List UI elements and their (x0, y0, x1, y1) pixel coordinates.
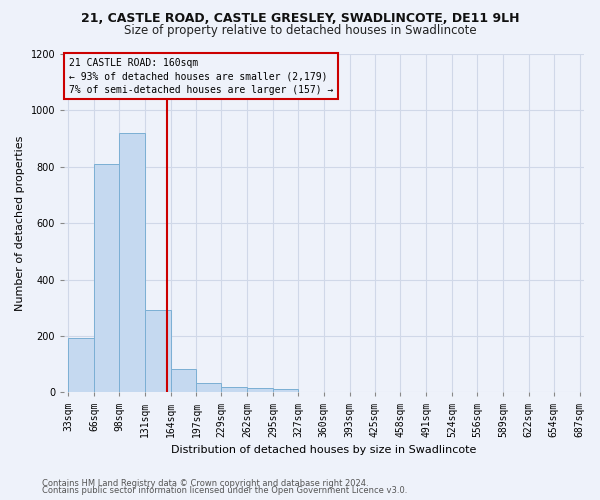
Bar (145, 310, 170, 392)
Bar (196, 382, 221, 392)
Y-axis label: Number of detached properties: Number of detached properties (15, 136, 25, 311)
Text: 21 CASTLE ROAD: 160sqm
← 93% of detached houses are smaller (2,179)
7% of semi-d: 21 CASTLE ROAD: 160sqm ← 93% of detached… (69, 58, 333, 94)
Bar (119, 132, 145, 392)
Bar (247, 388, 273, 392)
Bar (273, 390, 298, 392)
Text: Contains HM Land Registry data © Crown copyright and database right 2024.: Contains HM Land Registry data © Crown c… (42, 478, 368, 488)
Bar (68, 338, 94, 392)
Text: Contains public sector information licensed under the Open Government Licence v3: Contains public sector information licen… (42, 486, 407, 495)
Text: 21, CASTLE ROAD, CASTLE GRESLEY, SWADLINCOTE, DE11 9LH: 21, CASTLE ROAD, CASTLE GRESLEY, SWADLIN… (81, 12, 519, 26)
Bar (94, 164, 119, 392)
Bar (170, 369, 196, 392)
X-axis label: Distribution of detached houses by size in Swadlincote: Distribution of detached houses by size … (171, 445, 476, 455)
Text: Size of property relative to detached houses in Swadlincote: Size of property relative to detached ho… (124, 24, 476, 37)
Bar (221, 386, 247, 392)
